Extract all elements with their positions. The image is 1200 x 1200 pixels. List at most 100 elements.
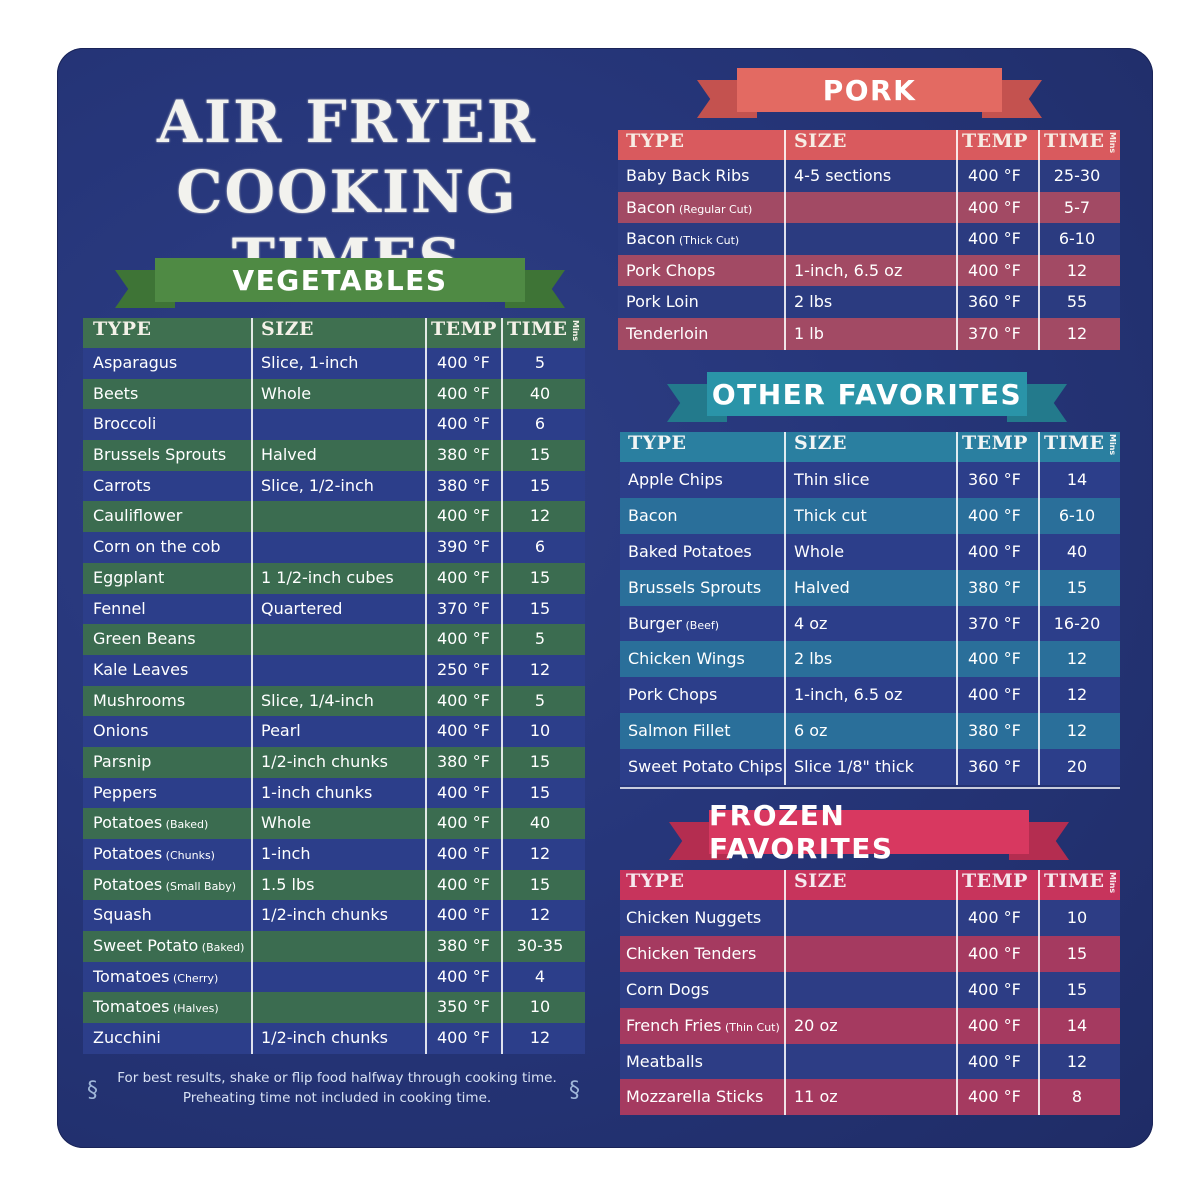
other-size-cell: 2 lbs: [794, 649, 833, 669]
pork-type-cell: Tenderloin: [626, 323, 709, 343]
other-column-divider: [956, 432, 958, 786]
vegetables-temp-cell: 400 °F: [437, 629, 490, 649]
vegetables-header-row: TYPE SIZE TEMP TIME Mins: [83, 318, 585, 348]
other-type-cell: Bacon: [628, 505, 678, 525]
frozen-type-wrap: French Fries (Thin Cut): [626, 1008, 780, 1046]
frozen-time-cell: 12: [1066, 1051, 1088, 1071]
vegetables-temp-cell: 400 °F: [437, 353, 490, 372]
vegetables-header-type: TYPE: [93, 318, 152, 340]
vegetables-type-wrap: Tomatoes (Cherry): [93, 962, 218, 995]
vegetables-type-wrap: Potatoes (Small Baby): [93, 870, 236, 903]
vegetables-temp-cell: 400 °F: [437, 874, 490, 894]
frozen-column-divider: [956, 870, 958, 1116]
pork-header-size: SIZE: [794, 130, 847, 152]
other-size-cell: Whole: [794, 541, 845, 561]
pork-size-cell: 2 lbs: [794, 292, 833, 312]
vegetables-row: Green Beans 400 °F 5: [83, 624, 585, 655]
vegetables-temp-cell: 380 °F: [437, 751, 490, 771]
vegetables-row: Peppers 1-inch chunks 400 °F 15: [83, 777, 585, 809]
vegetables-type-cell: Zucchini: [93, 1028, 161, 1048]
pork-time-cell: 55: [1066, 292, 1088, 312]
frozen-header-size: SIZE: [794, 870, 847, 892]
other-size-cell: Halved: [794, 577, 850, 597]
other-size-cell: Slice 1/8" thick: [794, 757, 914, 777]
vegetables-row: Onions Pearl 400 °F 10: [83, 716, 585, 747]
other-row: Salmon Fillet 6 oz 380 °F 12: [620, 713, 1120, 750]
pork-type-cell: Baby Back Ribs: [626, 166, 750, 185]
vegetables-temp-cell: 400 °F: [437, 383, 490, 403]
other-column-divider: [1038, 432, 1040, 786]
frozen-time-cell: 15: [1066, 979, 1088, 999]
pork-temp-cell: 400 °F: [968, 260, 1021, 280]
vegetables-time-cell: 10: [529, 997, 551, 1017]
vegetables-size-cell: Halved: [261, 445, 317, 465]
pork-time-cell: 6-10: [1058, 229, 1096, 249]
pork-time-cell: 12: [1066, 323, 1088, 343]
other-temp-cell: 400 °F: [968, 505, 1021, 525]
vegetables-column-divider: [425, 318, 427, 1054]
other-type-cell: Salmon Fillet: [628, 721, 731, 741]
other-favorites-heading: OTHER FAVORITES: [707, 372, 1027, 416]
vegetables-temp-cell: 400 °F: [437, 844, 490, 863]
vegetables-time-cell: 5: [534, 353, 546, 372]
vegetables-row: Tomatoes (Halves) 350 °F 10: [83, 992, 585, 1024]
vegetables-time-cell: 40: [529, 813, 551, 833]
pork-type-note: (Thick Cut): [675, 234, 740, 248]
vegetables-type-wrap: Potatoes (Baked): [93, 808, 208, 841]
vegetables-time-cell: 15: [529, 598, 551, 618]
pork-header-mins: Mins: [1108, 132, 1117, 154]
pork-row: Tenderloin 1 lb 370 °F 12: [618, 317, 1120, 350]
pork-table: TYPE SIZE TEMP TIME Mins Baby Back Ribs 4-5 se…: [618, 130, 1120, 350]
vegetables-time-cell: 5: [534, 690, 546, 710]
frozen-row: Corn Dogs 400 °F 15: [620, 971, 1120, 1008]
vegetables-type-cell: Asparagus: [93, 353, 178, 372]
vegetables-temp-cell: 400 °F: [437, 813, 490, 833]
vegetables-row: Beets Whole 400 °F 40: [83, 378, 585, 410]
pork-size-cell: 4-5 sections: [794, 166, 892, 185]
pork-header-time: TIME: [1044, 130, 1105, 152]
pork-column-divider: [956, 130, 958, 350]
other-temp-cell: 400 °F: [968, 685, 1021, 705]
pork-type-cell: Bacon: [626, 197, 676, 217]
vegetables-header-temp: TEMP: [431, 318, 497, 340]
frozen-temp-cell: 400 °F: [968, 1087, 1021, 1107]
vegetables-time-cell: 5: [534, 629, 546, 649]
other-temp-cell: 400 °F: [968, 541, 1021, 561]
pork-time-cell: 5-7: [1063, 197, 1091, 217]
vegetables-type-wrap: Potatoes (Chunks): [93, 839, 215, 872]
other-type-cell: Pork Chops: [628, 685, 718, 705]
vegetables-temp-cell: 350 °F: [437, 997, 490, 1017]
vegetables-row: Fennel Quartered 370 °F 15: [83, 593, 585, 625]
vegetables-temp-cell: 400 °F: [437, 966, 490, 986]
other-temp-cell: 380 °F: [968, 577, 1021, 597]
other-time-cell: 16-20: [1053, 613, 1101, 633]
frozen-temp-cell: 400 °F: [968, 979, 1021, 999]
frozen-row: Meatballs 400 °F 12: [620, 1043, 1120, 1080]
other-favorites-table: TYPE SIZE TEMP TIME Mins Apple Chips Thin slic…: [620, 432, 1120, 786]
vegetables-header-time: TIME: [507, 318, 568, 340]
other-type-wrap: Burger (Beef): [628, 606, 719, 644]
vegetables-time-cell: 12: [529, 506, 551, 526]
vegetables-column-divider: [251, 318, 253, 1054]
frozen-size-cell: 11 oz: [794, 1087, 838, 1107]
vegetables-row: Potatoes (Small Baby) 1.5 lbs 400 °F 15: [83, 869, 585, 903]
vegetables-type-note: (Cherry): [169, 971, 219, 985]
vegetables-temp-cell: 400 °F: [437, 782, 490, 802]
vegetables-type-cell: Kale Leaves: [93, 659, 189, 679]
pork-temp-cell: 400 °F: [968, 229, 1021, 249]
pork-type-wrap: Bacon (Thick Cut): [626, 223, 739, 257]
frozen-temp-cell: 400 °F: [968, 1015, 1021, 1035]
vegetables-type-cell: Squash: [93, 905, 152, 925]
vegetables-type-cell: Brussels Sprouts: [93, 445, 227, 465]
other-column-divider: [784, 432, 786, 786]
other-type-cell: Baked Potatoes: [628, 541, 752, 561]
vegetables-row: Sweet Potato (Baked) 380 °F 30-35: [83, 931, 585, 962]
vegetables-time-cell: 12: [529, 905, 551, 925]
pork-column-divider: [1038, 130, 1040, 350]
other-header-type: TYPE: [628, 432, 687, 454]
other-time-cell: 40: [1066, 541, 1088, 561]
other-time-cell: 12: [1066, 685, 1088, 705]
vegetables-time-cell: 15: [529, 475, 551, 495]
pork-header-temp: TEMP: [962, 130, 1028, 152]
vegetables-type-note: (Baked): [198, 941, 245, 955]
